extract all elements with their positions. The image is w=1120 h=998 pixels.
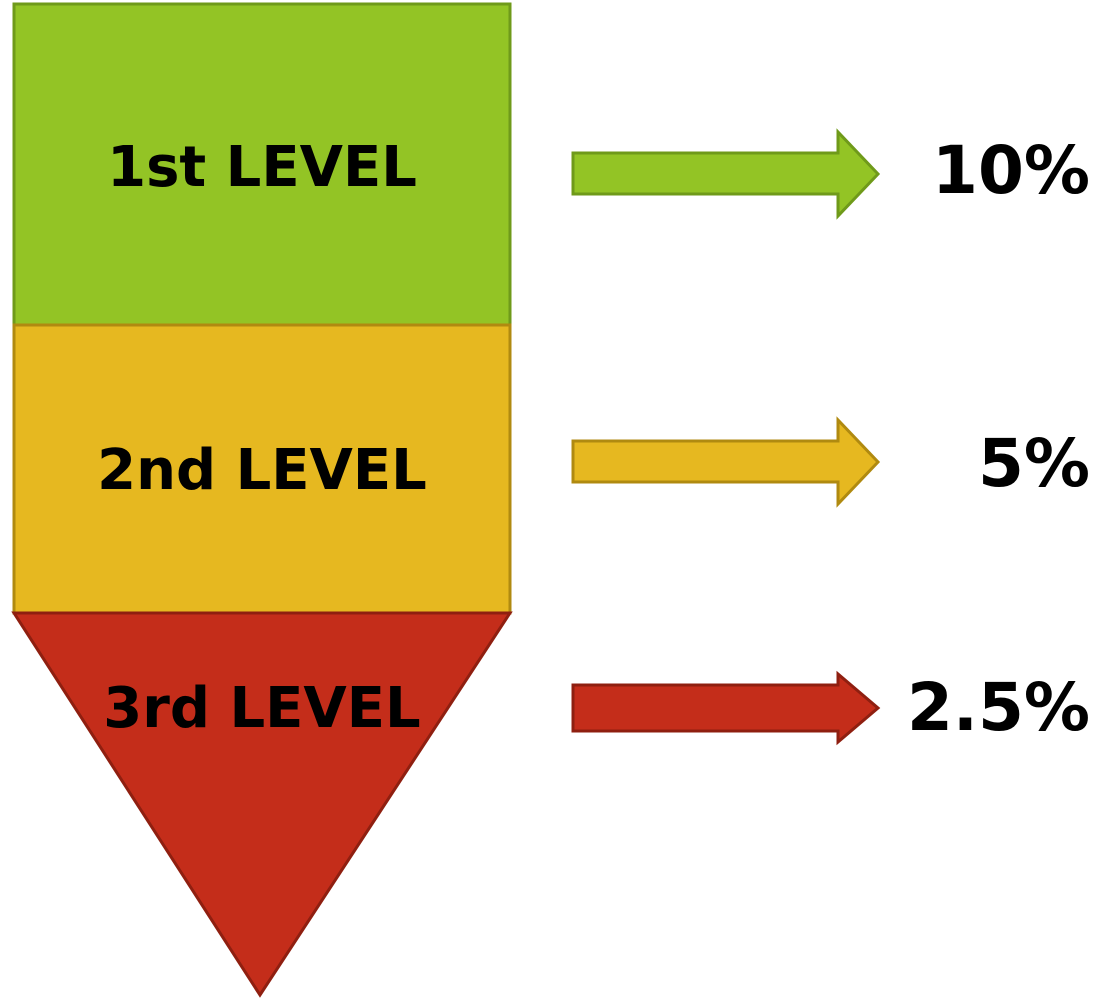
level-2-percent: 5%	[977, 425, 1090, 502]
level-1-label: 1st LEVEL	[107, 135, 417, 200]
level-3-label: 3rd LEVEL	[103, 676, 421, 741]
level-3-percent: 2.5%	[906, 669, 1090, 746]
level-3-block	[11, 611, 513, 998]
level-2-block	[12, 323, 512, 615]
level-1-percent: 10%	[932, 132, 1090, 209]
level-2-arrow-icon	[571, 416, 881, 508]
level-1-arrow-icon	[571, 128, 881, 220]
level-3-arrow-icon	[571, 670, 881, 746]
level-1-block	[12, 2, 512, 327]
level-2-label: 2nd LEVEL	[97, 438, 427, 503]
